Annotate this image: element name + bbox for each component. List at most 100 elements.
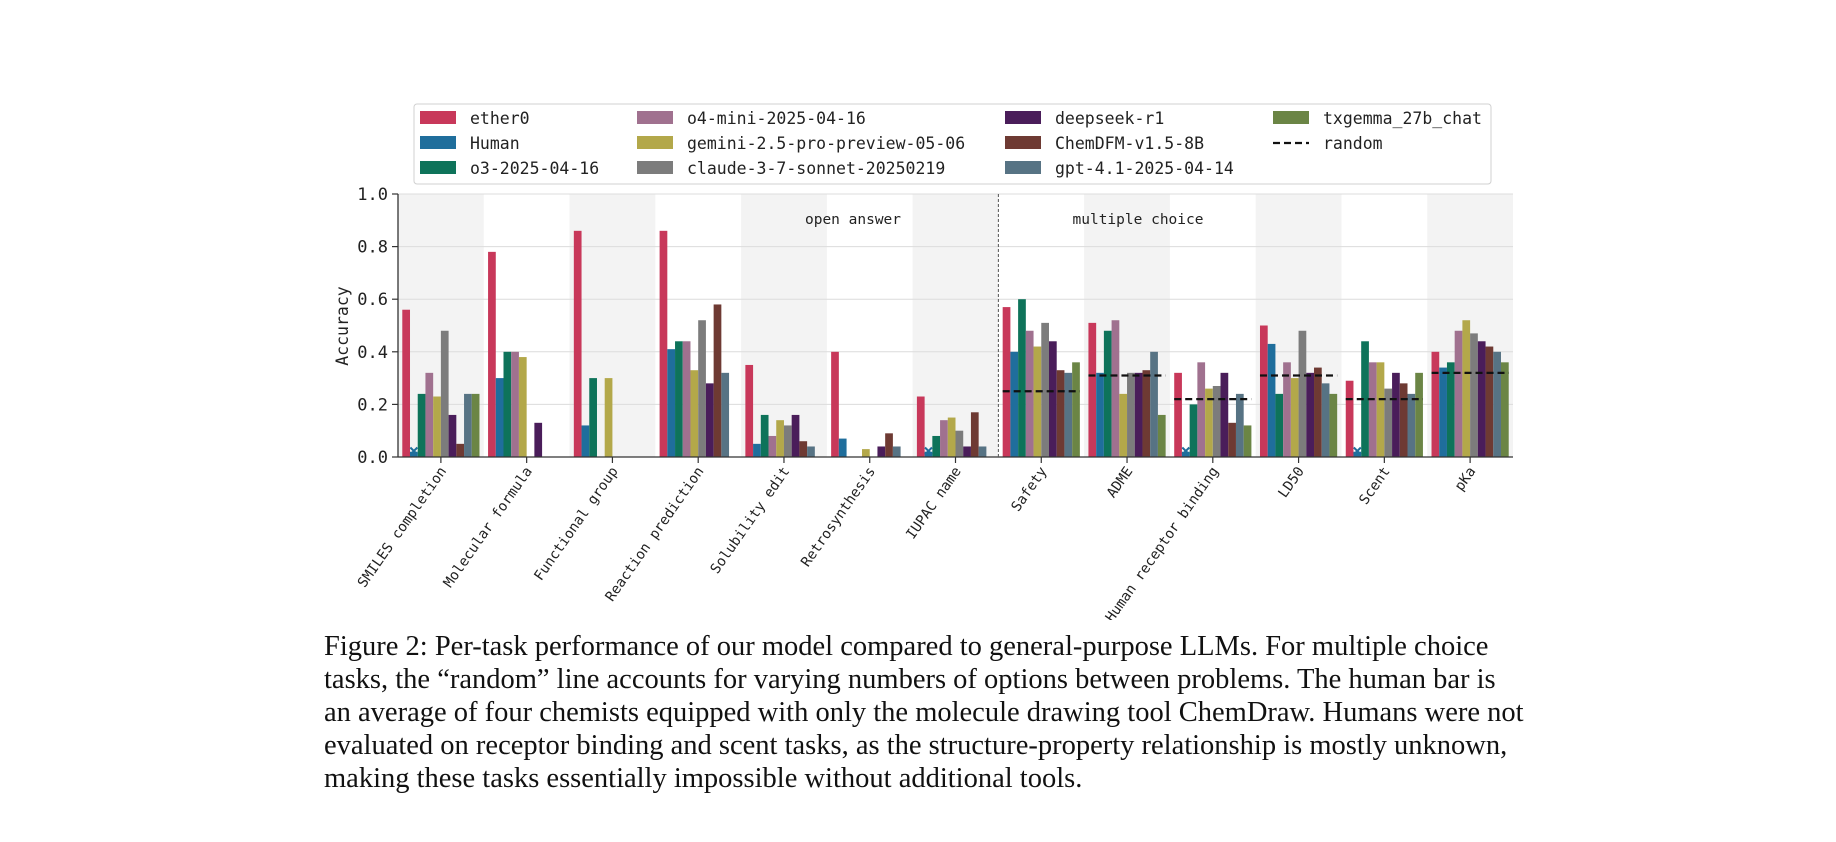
bar-o4-mini-2025-04-16 bbox=[1368, 362, 1377, 457]
x-tick-label: Reaction prediction bbox=[603, 464, 708, 604]
random-baselines bbox=[1002, 371, 1509, 401]
bar-gpt-4-1-2025-04-14 bbox=[807, 446, 815, 457]
x-tick-label: LD50 bbox=[1275, 464, 1307, 501]
bar-human bbox=[753, 443, 761, 457]
bar-deepseek-r1 bbox=[448, 414, 457, 457]
bar-o3-2025-04-16 bbox=[1018, 299, 1026, 457]
legend-swatch bbox=[1005, 111, 1041, 124]
bar-gemini-2-5-pro-preview-05-06 bbox=[1462, 320, 1471, 457]
bar-human bbox=[1439, 367, 1447, 457]
bar-deepseek-r1 bbox=[1392, 372, 1400, 457]
bar-ether0 bbox=[1002, 307, 1011, 457]
bar-gpt-4-1-2025-04-14 bbox=[1150, 351, 1158, 457]
bar-txgemma-27b-chat bbox=[1072, 362, 1080, 457]
bar-gemini-2-5-pro-preview-05-06 bbox=[433, 396, 441, 457]
bar-human bbox=[1353, 451, 1362, 457]
bar-o4-mini-2025-04-16 bbox=[1025, 330, 1034, 457]
y-tick-label: 0.6 bbox=[357, 290, 388, 310]
bar-human bbox=[495, 378, 504, 457]
bar-deepseek-r1 bbox=[705, 383, 714, 457]
bar-o4-mini-2025-04-16 bbox=[1197, 362, 1206, 457]
bar-o3-2025-04-16 bbox=[932, 435, 941, 457]
bar-ether0 bbox=[573, 230, 582, 457]
y-tick-label: 1.0 bbox=[357, 185, 388, 205]
bar-gpt-4-1-2025-04-14 bbox=[1064, 372, 1073, 457]
bar-ether0 bbox=[488, 251, 496, 457]
human-not-evaluated-marker bbox=[1353, 446, 1362, 456]
bar-claude-3-7-sonnet-20250219 bbox=[440, 330, 449, 457]
bar-ether0 bbox=[1345, 380, 1354, 457]
bar-gpt-4-1-2025-04-14 bbox=[1493, 351, 1501, 457]
bar-deepseek-r1 bbox=[534, 422, 543, 457]
bar-o4-mini-2025-04-16 bbox=[1454, 330, 1463, 457]
bar-gemini-2-5-pro-preview-05-06 bbox=[1290, 378, 1299, 457]
bar-txgemma-27b-chat bbox=[1243, 425, 1252, 457]
bar-gemini-2-5-pro-preview-05-06 bbox=[1205, 388, 1213, 457]
bar-chemdfm-v1-5-8b bbox=[1142, 370, 1151, 457]
x-tick-label: Scent bbox=[1356, 464, 1393, 508]
x-tick-label: pKa bbox=[1452, 464, 1480, 494]
y-tick-label: 0.8 bbox=[357, 238, 388, 258]
bar-human bbox=[1096, 372, 1104, 457]
human-markers bbox=[409, 446, 1362, 456]
bar-deepseek-r1 bbox=[963, 446, 971, 457]
bar-chemdfm-v1-5-8b bbox=[970, 412, 979, 457]
bar-chemdfm-v1-5-8b bbox=[456, 443, 465, 457]
y-tick-label: 0.4 bbox=[357, 343, 388, 363]
bar-human bbox=[410, 451, 418, 457]
bar-ether0 bbox=[659, 230, 668, 457]
legend-swatch bbox=[637, 111, 673, 124]
legend-swatch bbox=[1005, 136, 1041, 149]
legend-swatch bbox=[637, 161, 673, 174]
bar-deepseek-r1 bbox=[1306, 372, 1315, 457]
legend-label: gemini-2.5-pro-preview-05-06 bbox=[687, 134, 965, 153]
bar-o3-2025-04-16 bbox=[675, 341, 683, 457]
bar-gemini-2-5-pro-preview-05-06 bbox=[604, 378, 613, 457]
human-not-evaluated-marker bbox=[409, 446, 419, 456]
x-tick-label: Solubility edit bbox=[708, 464, 794, 577]
bar-chemdfm-v1-5-8b bbox=[1314, 367, 1322, 457]
bar-ether0 bbox=[916, 396, 925, 457]
human-not-evaluated-marker bbox=[924, 446, 933, 456]
bar-human bbox=[581, 425, 590, 457]
bar-o3-2025-04-16 bbox=[1189, 404, 1198, 457]
legend: ether0 Human o3-2025-04-16 o4-mini-2025-04-… bbox=[413, 103, 1492, 185]
bar-o4-mini-2025-04-16 bbox=[511, 351, 519, 457]
y-tick-label: 0.2 bbox=[357, 395, 388, 415]
bar-o3-2025-04-16 bbox=[417, 393, 426, 457]
bar-claude-3-7-sonnet-20250219 bbox=[1298, 330, 1307, 457]
legend-swatch bbox=[420, 136, 456, 149]
bar-txgemma-27b-chat bbox=[1500, 362, 1509, 457]
bar-chemdfm-v1-5-8b bbox=[713, 304, 722, 457]
x-tick-label: ADME bbox=[1104, 464, 1136, 501]
bar-o3-2025-04-16 bbox=[589, 378, 597, 457]
bar-gemini-2-5-pro-preview-05-06 bbox=[690, 370, 699, 457]
bar-gpt-4-1-2025-04-14 bbox=[1407, 393, 1416, 457]
bar-chemdfm-v1-5-8b bbox=[1399, 383, 1408, 457]
bar-o3-2025-04-16 bbox=[1446, 362, 1455, 457]
bar-ether0 bbox=[1431, 351, 1440, 457]
bar-chemdfm-v1-5-8b bbox=[1056, 370, 1065, 457]
bar-human bbox=[838, 438, 847, 457]
category-band bbox=[741, 194, 827, 457]
bar-claude-3-7-sonnet-20250219 bbox=[783, 425, 792, 457]
x-tick-label: Functional group bbox=[531, 464, 621, 584]
legend-label: txgemma_27b_chat bbox=[1323, 109, 1482, 128]
bar-human bbox=[1010, 351, 1019, 457]
bar-human bbox=[924, 451, 933, 457]
bar-o4-mini-2025-04-16 bbox=[1111, 320, 1120, 457]
bar-claude-3-7-sonnet-20250219 bbox=[1470, 333, 1478, 457]
bar-ether0 bbox=[1174, 372, 1182, 457]
bar-gemini-2-5-pro-preview-05-06 bbox=[518, 357, 527, 457]
legend-label: gpt-4.1-2025-04-14 bbox=[1055, 159, 1234, 178]
bar-o3-2025-04-16 bbox=[1103, 330, 1112, 457]
bar-o4-mini-2025-04-16 bbox=[425, 372, 434, 457]
bar-deepseek-r1 bbox=[1220, 372, 1229, 457]
figure-caption: Figure 2: Per-task performance of our mo… bbox=[324, 631, 1524, 794]
legend-label: o3-2025-04-16 bbox=[470, 159, 599, 178]
y-axis-label: Accuracy bbox=[333, 286, 352, 366]
bar-ether0 bbox=[831, 351, 839, 457]
bar-claude-3-7-sonnet-20250219 bbox=[955, 430, 964, 457]
bar-deepseek-r1 bbox=[1048, 341, 1057, 457]
